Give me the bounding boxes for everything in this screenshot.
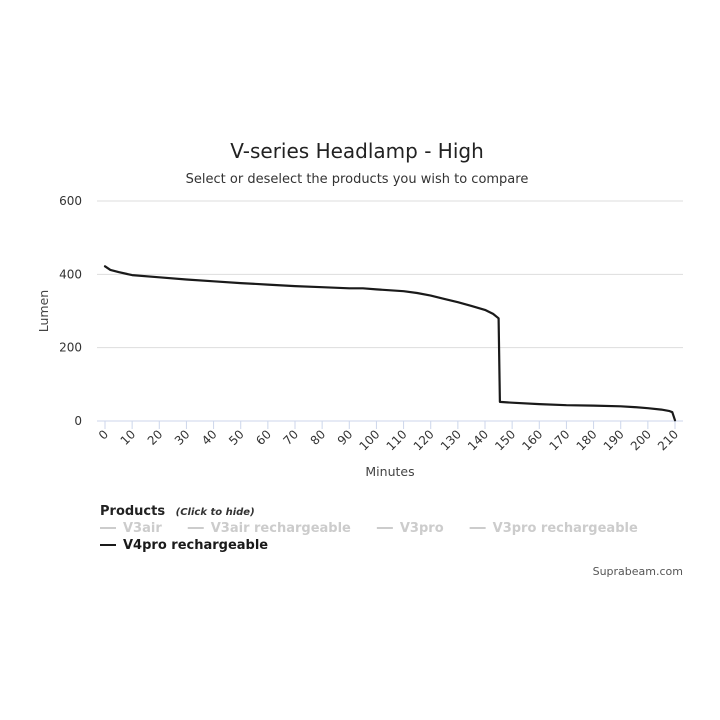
x-tick-label: 50 xyxy=(226,427,247,448)
x-tick-label: 160 xyxy=(519,427,545,453)
legend-hint: (Click to hide) xyxy=(176,507,255,518)
y-tick-label: 200 xyxy=(59,341,82,355)
legend-label: V3air rechargeable xyxy=(211,521,351,536)
legend-items: V3air V3air rechargeable V3pro V3pro rechar… xyxy=(100,521,638,553)
x-tick-label: 120 xyxy=(411,427,437,453)
x-tick-label: 20 xyxy=(145,427,166,448)
legend-item[interactable]: V3pro rechargeable xyxy=(469,521,638,536)
x-tick-label: 180 xyxy=(574,427,600,453)
legend-heading: Products (Click to hide) xyxy=(100,504,255,519)
x-tick-label: 60 xyxy=(253,427,274,448)
chart-subtitle: Select or deselect the products you wish… xyxy=(186,172,529,187)
x-tick-label: 0 xyxy=(96,427,111,442)
legend-item[interactable]: V3air rechargeable xyxy=(187,521,351,536)
legend-item[interactable]: V4pro rechargeable xyxy=(100,538,268,553)
x-tick-label: 210 xyxy=(655,427,681,453)
y-tick-label: 0 xyxy=(74,414,82,428)
legend-label: V3air xyxy=(123,521,162,536)
x-tick-label: 190 xyxy=(601,427,627,453)
x-tick-label: 170 xyxy=(546,427,572,453)
x-tick-label: 130 xyxy=(438,427,464,453)
x-tick-label: 140 xyxy=(465,427,491,453)
y-axis: 0 200 400 600 xyxy=(59,194,82,428)
x-tick-label: 90 xyxy=(335,427,356,448)
series-layer xyxy=(103,265,677,422)
x-tick-label: 30 xyxy=(172,427,193,448)
x-axis: 0 10 20 30 40 50 60 70 80 90 100 110 120 130 140 150 160… xyxy=(96,420,683,453)
x-tick-label: 100 xyxy=(356,427,382,453)
legend-item[interactable]: V3air xyxy=(100,521,162,536)
legend-label: V4pro rechargeable xyxy=(123,538,268,553)
legend-label: V3pro rechargeable xyxy=(493,521,638,536)
legend-item[interactable]: V3pro xyxy=(376,521,444,536)
x-tick-label: 150 xyxy=(492,427,518,453)
y-axis-title: Lumen xyxy=(36,290,51,332)
x-axis-title: Minutes xyxy=(365,464,414,479)
grid-lines xyxy=(97,200,683,349)
x-tick-label: 70 xyxy=(280,427,301,448)
x-tick-label: 80 xyxy=(308,427,329,448)
x-tick-label: 200 xyxy=(628,427,654,453)
legend-label: V3pro xyxy=(400,521,444,536)
x-tick-label: 40 xyxy=(199,427,220,448)
credit-link[interactable]: Suprabeam.com xyxy=(593,565,683,578)
x-tick-label: 110 xyxy=(384,427,410,453)
legend: Products (Click to hide) V3air V3air rech… xyxy=(100,504,638,553)
legend-heading-text: Products xyxy=(100,504,165,519)
chart-title: V-series Headlamp - High xyxy=(230,139,484,163)
x-tick-label: 10 xyxy=(118,427,139,448)
y-tick-label: 400 xyxy=(59,267,82,281)
y-tick-label: 600 xyxy=(59,194,82,208)
series-line-4 xyxy=(103,265,677,422)
